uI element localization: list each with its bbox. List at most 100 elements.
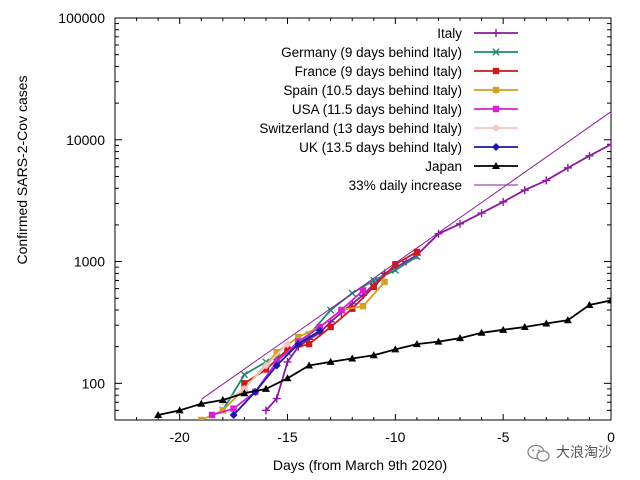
data-point — [284, 346, 291, 353]
data-point — [326, 357, 335, 365]
data-point — [197, 399, 206, 407]
data-point — [315, 326, 324, 335]
legend-entry: Switzerland (13 days behind Italy) — [259, 121, 518, 136]
data-point — [607, 140, 611, 149]
data-point — [477, 209, 486, 218]
data-point — [434, 337, 443, 345]
series-line — [157, 299, 611, 416]
data-point — [391, 345, 400, 353]
x-tick-label: -5 — [497, 429, 510, 445]
data-point — [359, 302, 367, 310]
data-point — [413, 248, 421, 256]
data-point — [456, 219, 465, 228]
legend-entry: Germany (9 days behind Italy) — [281, 45, 518, 60]
data-point — [381, 278, 388, 286]
legend-label: UK (13.5 days behind Italy) — [299, 140, 462, 155]
legend-label: Spain (10.5 days behind Italy) — [283, 83, 462, 98]
data-point — [240, 370, 249, 379]
data-point — [338, 306, 345, 314]
y-tick-label: 100 — [82, 375, 106, 391]
data-point — [477, 328, 486, 336]
data-point — [348, 354, 357, 362]
data-point — [563, 316, 572, 324]
legend-marker — [492, 29, 500, 37]
data-point — [218, 395, 227, 403]
series-6 — [229, 326, 324, 419]
legend-label: 33% daily increase — [349, 178, 462, 193]
series-8 — [201, 111, 611, 400]
series-layer — [154, 111, 611, 420]
legend: Italy Germany (9 days behind Italy) France… — [259, 26, 518, 193]
data-point — [230, 405, 237, 412]
data-point — [241, 380, 248, 387]
data-point — [283, 340, 292, 349]
legend-marker — [492, 67, 500, 75]
wechat-icon — [527, 444, 550, 462]
data-point — [261, 384, 270, 392]
plot-area — [114, 17, 612, 421]
axes: -20 -15 -10 -5 0 100 1000 10000 100000 — [58, 10, 615, 445]
data-point — [370, 283, 377, 291]
legend-entry: 33% daily increase — [349, 178, 518, 193]
data-point — [198, 416, 205, 420]
legend-label: Germany (9 days behind Italy) — [281, 45, 462, 60]
y-tick-label: 1000 — [74, 254, 105, 270]
data-point — [305, 361, 314, 369]
data-point — [295, 333, 302, 341]
legend-marker — [492, 162, 500, 169]
data-point — [240, 389, 249, 397]
legend-entry: UK (13.5 days behind Italy) — [299, 140, 518, 155]
data-point — [370, 276, 378, 285]
legend-label: USA (11.5 days behind Italy) — [292, 102, 462, 117]
data-point — [520, 186, 529, 195]
data-point — [412, 340, 421, 348]
data-point — [499, 197, 508, 206]
data-point — [294, 340, 303, 349]
series-7 — [154, 296, 611, 418]
legend-marker — [492, 86, 500, 94]
legend-entry: Italy — [437, 26, 518, 41]
data-point — [456, 334, 465, 342]
y-axis-label: Confirmed SARS-2-Cov cases — [14, 75, 30, 264]
series-line — [222, 343, 289, 403]
series-line — [211, 289, 364, 416]
data-point — [327, 323, 334, 331]
data-point — [283, 374, 292, 382]
data-point — [585, 151, 594, 160]
data-point — [305, 340, 313, 348]
y-tick-label: 100000 — [58, 10, 105, 26]
data-point — [272, 394, 281, 403]
data-point — [261, 406, 270, 415]
x-tick-label: -15 — [277, 429, 297, 445]
x-tick-label: 0 — [607, 429, 615, 445]
watermark-text: 大浪淘沙 — [556, 445, 612, 461]
legend-entry: Spain (10.5 days behind Italy) — [283, 83, 518, 98]
plot-frame — [114, 17, 612, 421]
data-point — [391, 266, 400, 274]
y-tick-label: 10000 — [66, 132, 105, 148]
x-tick-label: -20 — [170, 429, 190, 445]
data-point — [219, 407, 227, 414]
x-tick-label: -10 — [385, 429, 405, 445]
data-point — [273, 349, 280, 356]
data-point — [208, 411, 216, 419]
data-point — [240, 384, 249, 393]
x-axis-label: Days (from March 9th 2020) — [273, 457, 447, 473]
data-point — [520, 323, 529, 331]
data-point — [154, 410, 163, 418]
legend-marker — [492, 48, 500, 56]
data-point — [585, 300, 594, 308]
data-point — [175, 406, 184, 414]
data-point — [434, 229, 443, 238]
data-point — [261, 361, 270, 370]
legend-marker — [492, 124, 500, 132]
legend-label: France (9 days behind Italy) — [295, 64, 462, 79]
series-4 — [208, 287, 367, 419]
data-point — [542, 176, 551, 185]
series-5 — [218, 340, 292, 407]
watermark: 大浪淘沙 — [527, 444, 612, 462]
data-point — [392, 261, 399, 268]
data-point — [326, 306, 335, 314]
data-point — [359, 287, 367, 294]
